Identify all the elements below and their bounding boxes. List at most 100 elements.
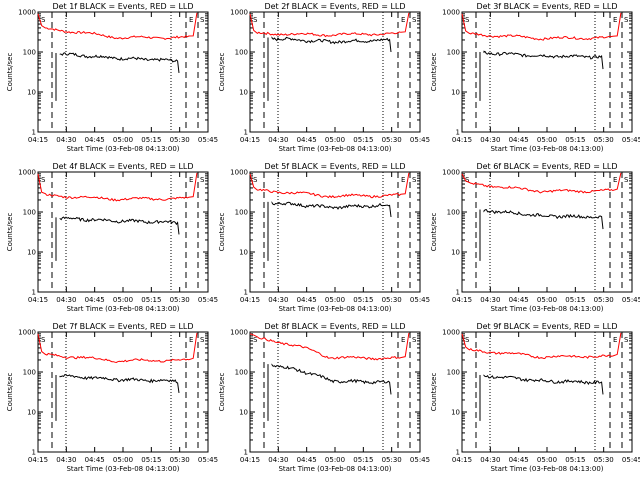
chart-8: Det 8f BLACK = Events, RED = LLD 1 10 100 10…	[218, 322, 430, 473]
marker-s-right: S	[412, 336, 417, 344]
chart-title: Det 4f BLACK = Events, RED = LLD	[52, 162, 193, 171]
marker-s-left: S	[41, 336, 46, 344]
y-axis-label: Counts/sec	[430, 213, 438, 252]
x-tick-label: 04:30	[268, 456, 288, 464]
x-tick-label: 05:00	[113, 136, 133, 144]
y-tick-label: 1000	[230, 329, 248, 337]
x-axis-label: Start Time (03-Feb-08 04:13:00)	[490, 145, 603, 153]
x-tick-label: 05:00	[325, 296, 345, 304]
marker-s-left: S	[253, 336, 258, 344]
chart-title: Det 5f BLACK = Events, RED = LLD	[264, 162, 405, 171]
plot-frame	[461, 171, 633, 293]
events-series-line	[479, 374, 604, 421]
x-tick-label: 04:15	[240, 136, 260, 144]
x-tick-label: 04:45	[509, 136, 529, 144]
y-tick-label: 1	[244, 289, 248, 297]
x-tick-label: 05:45	[410, 456, 430, 464]
chart-3: Det 3f BLACK = Events, RED = LLD 1 10 100 10…	[430, 2, 640, 153]
lld-series-line	[37, 12, 198, 40]
x-tick-label: 05:15	[565, 456, 585, 464]
x-tick-label: 04:15	[28, 456, 48, 464]
x-tick-label: 04:45	[297, 456, 317, 464]
y-tick-label: 10	[27, 249, 36, 257]
x-axis-label: Start Time (03-Feb-08 04:13:00)	[490, 465, 603, 473]
x-tick-label: 05:30	[382, 296, 402, 304]
x-tick-label: 05:00	[537, 456, 557, 464]
x-tick-label: 04:30	[268, 136, 288, 144]
lld-series-line	[37, 332, 198, 364]
x-axis-label: Start Time (03-Feb-08 04:13:00)	[278, 145, 391, 153]
y-tick-label: 1	[456, 449, 460, 457]
y-tick-label: 100	[447, 369, 460, 377]
x-tick-label: 05:45	[410, 296, 430, 304]
lld-series-line	[249, 332, 410, 361]
y-tick-label: 100	[23, 209, 36, 217]
x-tick-label: 05:45	[622, 296, 640, 304]
y-tick-label: 1000	[230, 9, 248, 17]
x-tick-label: 04:45	[85, 456, 105, 464]
chart-title: Det 6f BLACK = Events, RED = LLD	[476, 162, 617, 171]
y-tick-label: 1	[456, 129, 460, 137]
marker-s-left: S	[465, 336, 470, 344]
x-tick-label: 04:45	[509, 456, 529, 464]
y-tick-label: 1	[32, 129, 36, 137]
plot-frame	[37, 331, 209, 453]
x-tick-label: 05:15	[353, 456, 373, 464]
chart-title: Det 1f BLACK = Events, RED = LLD	[52, 2, 193, 11]
x-tick-label: 05:30	[170, 296, 190, 304]
x-axis-label: Start Time (03-Feb-08 04:13:00)	[66, 145, 179, 153]
y-tick-label: 1	[32, 449, 36, 457]
x-axis-label: Start Time (03-Feb-08 04:13:00)	[66, 305, 179, 313]
x-tick-label: 05:45	[198, 136, 218, 144]
x-tick-label: 04:15	[452, 136, 472, 144]
y-tick-label: 1	[32, 289, 36, 297]
y-axis-label: Counts/sec	[218, 53, 226, 92]
x-tick-label: 05:00	[537, 136, 557, 144]
x-tick-label: 05:30	[170, 456, 190, 464]
y-axis-label: Counts/sec	[430, 53, 438, 92]
events-series-line	[267, 201, 392, 261]
chart-title: Det 8f BLACK = Events, RED = LLD	[264, 322, 405, 331]
y-tick-label: 1000	[18, 329, 36, 337]
marker-s-right: S	[624, 336, 629, 344]
y-tick-label: 1000	[442, 329, 460, 337]
chart-1: Det 1f BLACK = Events, RED = LLD 1 10 100 10…	[6, 2, 218, 153]
x-tick-label: 05:00	[325, 456, 345, 464]
x-tick-label: 05:15	[141, 296, 161, 304]
x-tick-label: 04:45	[85, 136, 105, 144]
y-tick-label: 100	[447, 49, 460, 57]
y-tick-label: 10	[451, 409, 460, 417]
marker-s-left: S	[465, 176, 470, 184]
marker-e: E	[401, 16, 405, 24]
marker-e: E	[189, 176, 193, 184]
y-axis-label: Counts/sec	[218, 213, 226, 252]
marker-e: E	[613, 176, 617, 184]
x-tick-label: 05:15	[141, 136, 161, 144]
x-tick-label: 05:30	[382, 456, 402, 464]
marker-s-left: S	[253, 176, 258, 184]
chart-title: Det 2f BLACK = Events, RED = LLD	[264, 2, 405, 11]
x-tick-label: 04:15	[28, 296, 48, 304]
x-tick-label: 05:00	[325, 136, 345, 144]
events-series-line	[55, 216, 180, 261]
y-axis-label: Counts/sec	[6, 53, 14, 92]
x-tick-label: 05:30	[594, 296, 614, 304]
marker-e: E	[401, 336, 405, 344]
events-series-line	[55, 374, 180, 421]
x-tick-label: 05:00	[113, 456, 133, 464]
chart-title: Det 7f BLACK = Events, RED = LLD	[52, 322, 193, 331]
x-tick-label: 04:30	[56, 136, 76, 144]
x-tick-label: 05:30	[382, 136, 402, 144]
x-tick-label: 05:15	[141, 456, 161, 464]
x-tick-label: 04:30	[56, 456, 76, 464]
x-tick-label: 05:45	[198, 456, 218, 464]
events-series-line	[267, 36, 392, 101]
y-tick-label: 100	[235, 209, 248, 217]
marker-s-right: S	[624, 16, 629, 24]
marker-s-left: S	[41, 16, 46, 24]
chart-9: Det 9f BLACK = Events, RED = LLD 1 10 100 10…	[430, 322, 640, 473]
events-series-line	[55, 52, 180, 101]
y-tick-label: 1000	[230, 169, 248, 177]
x-tick-label: 05:30	[594, 456, 614, 464]
x-tick-label: 05:15	[353, 296, 373, 304]
